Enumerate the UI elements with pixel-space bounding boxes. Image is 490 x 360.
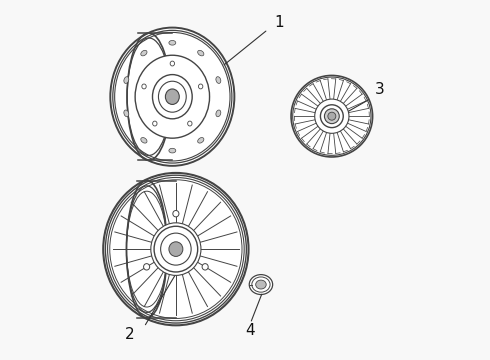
- Ellipse shape: [105, 175, 246, 323]
- Ellipse shape: [108, 177, 244, 321]
- Ellipse shape: [153, 121, 157, 126]
- Ellipse shape: [173, 211, 179, 217]
- Ellipse shape: [135, 55, 210, 138]
- Ellipse shape: [110, 180, 242, 319]
- Ellipse shape: [170, 61, 174, 66]
- Ellipse shape: [115, 32, 230, 161]
- Ellipse shape: [124, 77, 129, 84]
- Ellipse shape: [197, 138, 204, 143]
- Circle shape: [324, 109, 339, 123]
- Ellipse shape: [198, 84, 203, 89]
- Ellipse shape: [161, 233, 191, 265]
- Ellipse shape: [188, 121, 192, 126]
- Ellipse shape: [141, 50, 147, 56]
- Ellipse shape: [216, 110, 221, 117]
- Ellipse shape: [141, 138, 147, 143]
- Ellipse shape: [158, 81, 186, 112]
- Text: 3: 3: [375, 82, 385, 97]
- Circle shape: [293, 77, 371, 155]
- Ellipse shape: [144, 264, 149, 270]
- Ellipse shape: [252, 277, 270, 292]
- Ellipse shape: [151, 223, 201, 275]
- Ellipse shape: [197, 50, 204, 56]
- Circle shape: [320, 105, 343, 127]
- Ellipse shape: [152, 75, 192, 119]
- Ellipse shape: [216, 77, 221, 84]
- Ellipse shape: [113, 30, 232, 163]
- Circle shape: [328, 112, 336, 120]
- Circle shape: [315, 99, 349, 133]
- Text: 2: 2: [125, 327, 135, 342]
- Ellipse shape: [142, 84, 146, 89]
- Ellipse shape: [124, 110, 129, 117]
- Ellipse shape: [169, 148, 176, 153]
- Ellipse shape: [202, 264, 208, 270]
- Ellipse shape: [169, 40, 176, 45]
- Ellipse shape: [166, 89, 179, 104]
- Text: 4: 4: [245, 323, 255, 338]
- Ellipse shape: [154, 226, 197, 272]
- Ellipse shape: [256, 280, 266, 289]
- Circle shape: [291, 76, 372, 157]
- Text: 1: 1: [274, 15, 284, 30]
- Ellipse shape: [103, 173, 248, 325]
- Ellipse shape: [249, 275, 272, 294]
- Ellipse shape: [169, 242, 183, 256]
- Ellipse shape: [110, 28, 234, 166]
